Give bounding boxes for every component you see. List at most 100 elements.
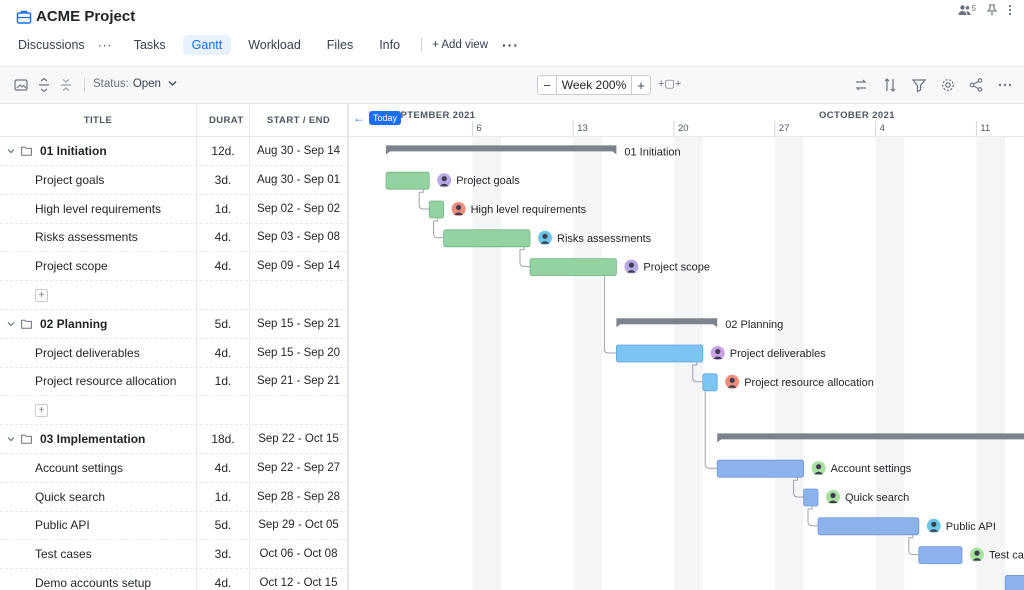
duration-cell[interactable]: 4d.	[197, 338, 250, 367]
tab-files[interactable]: Files	[326, 38, 354, 52]
gear-icon[interactable]	[940, 77, 956, 93]
chevron-down-icon[interactable]	[7, 147, 15, 155]
start-end-cell[interactable]: Sep 02 - Sep 02	[250, 194, 348, 223]
task-bar[interactable]	[817, 517, 920, 536]
task-bar[interactable]	[803, 488, 819, 507]
duration-cell[interactable]: 1d.	[197, 194, 250, 223]
add-task-row[interactable]: +	[0, 281, 348, 310]
task-title[interactable]: Public API	[35, 518, 90, 533]
start-end-cell[interactable]: Oct 12 - Oct 15	[250, 569, 348, 590]
pin-icon[interactable]	[986, 4, 998, 16]
task-bar[interactable]	[428, 200, 444, 219]
task-title[interactable]: Risks assessments	[35, 230, 138, 245]
duration-cell[interactable]: 1d.	[197, 367, 250, 396]
column-header-start-end[interactable]: START / END	[250, 104, 348, 137]
tab-info[interactable]: Info	[379, 38, 401, 52]
task-title[interactable]: High level requirements	[35, 201, 162, 216]
group-title[interactable]: 01 Initiation	[40, 144, 107, 158]
start-end-cell[interactable]	[250, 396, 348, 425]
chevron-down-icon[interactable]	[7, 320, 15, 328]
task-title[interactable]: Test cases	[35, 547, 92, 562]
duration-cell[interactable]: 18d.	[197, 425, 250, 453]
group-title[interactable]: 02 Planning	[40, 316, 108, 331]
filter-icon[interactable]	[911, 77, 927, 93]
task-title[interactable]: Quick search	[35, 489, 106, 504]
duration-cell[interactable]: 4d.	[197, 223, 250, 252]
add-view-button[interactable]: + Add view	[432, 39, 489, 51]
task-row[interactable]: Quick search 1d. Sep 28 - Sep 28	[0, 482, 348, 512]
task-bar[interactable]	[918, 546, 963, 565]
task-row[interactable]: Project scope 4d. Sep 09 - Sep 14	[0, 252, 348, 282]
column-header-duration[interactable]: DURAT	[197, 104, 250, 137]
zoom-in-button[interactable]: +	[637, 77, 645, 93]
tab-gantt[interactable]: Gantt	[182, 35, 232, 55]
duration-cell[interactable]: 3d.	[197, 540, 250, 569]
task-row[interactable]: Project deliverables 4d. Sep 15 - Sep 20	[0, 338, 348, 368]
task-bar[interactable]	[716, 459, 805, 478]
zoom-out-button[interactable]: −	[543, 77, 551, 93]
task-row[interactable]: Test cases 3d. Oct 06 - Oct 08	[0, 540, 348, 570]
group-row[interactable]: 02 Planning 5d. Sep 15 - Sep 21	[0, 309, 348, 339]
group-summary-bar[interactable]	[616, 318, 718, 328]
start-end-cell[interactable]: Aug 30 - Sep 01	[250, 165, 348, 194]
task-bar[interactable]	[702, 373, 718, 392]
column-header-title[interactable]: TITLE	[0, 104, 197, 137]
duration-cell[interactable]: 3d.	[197, 165, 250, 194]
duration-cell[interactable]: 1d.	[197, 482, 250, 511]
start-end-cell[interactable]: Sep 22 - Sep 27	[250, 453, 348, 482]
tab-workload[interactable]: Workload	[248, 38, 301, 52]
start-end-cell[interactable]: Sep 15 - Sep 21	[250, 309, 348, 338]
duration-cell[interactable]: 5d.	[197, 309, 250, 338]
start-end-cell[interactable]: Sep 28 - Sep 28	[250, 482, 348, 511]
duration-cell[interactable]	[197, 281, 250, 309]
duration-cell[interactable]: 5d.	[197, 511, 250, 540]
group-summary-bar[interactable]	[386, 145, 617, 155]
today-button[interactable]: ← Today	[353, 111, 402, 125]
start-end-cell[interactable]: Sep 22 - Oct 15	[250, 425, 348, 453]
members-button[interactable]: 5	[958, 4, 976, 16]
group-row[interactable]: 01 Initiation 12d. Aug 30 - Sep 14	[0, 137, 348, 166]
task-title[interactable]: Project goals	[35, 172, 105, 187]
task-row[interactable]: Project goals 3d. Aug 30 - Sep 01	[0, 165, 348, 195]
fit-to-screen-button[interactable]: +▢+	[658, 78, 682, 90]
task-row[interactable]: Public API 5d. Sep 29 - Oct 05	[0, 511, 348, 541]
zoom-level-selector[interactable]: Week 200%	[556, 76, 632, 94]
task-title[interactable]: Demo accounts setup	[35, 576, 152, 590]
duration-cell[interactable]: 12d.	[197, 137, 250, 165]
add-task-button[interactable]: +	[35, 403, 48, 417]
more-horizontal-icon[interactable]: ···	[502, 37, 520, 53]
duration-cell[interactable]: 4d.	[197, 569, 250, 590]
share-icon[interactable]	[968, 77, 984, 93]
task-bar[interactable]	[615, 344, 704, 363]
group-row[interactable]: 03 Implementation 18d. Sep 22 - Oct 15	[0, 425, 348, 454]
task-bar[interactable]	[385, 171, 430, 190]
task-title[interactable]: Project scope	[35, 259, 108, 274]
tab-discussions[interactable]: Discussions	[18, 38, 85, 52]
start-end-cell[interactable]	[250, 281, 348, 309]
discussions-more-icon[interactable]: ···	[97, 38, 113, 52]
expand-all-icon[interactable]	[36, 77, 52, 93]
status-filter[interactable]: Status: Open	[93, 78, 177, 90]
duration-cell[interactable]: 4d.	[197, 252, 250, 281]
task-row[interactable]: Account settings 4d. Sep 22 - Sep 27	[0, 453, 348, 483]
group-summary-bar[interactable]	[717, 433, 1024, 443]
duration-cell[interactable]: 4d.	[197, 453, 250, 482]
collapse-all-icon[interactable]	[58, 77, 74, 93]
task-bar[interactable]	[443, 229, 531, 248]
task-title[interactable]: Project resource allocation	[35, 374, 177, 389]
task-row[interactable]: High level requirements 1d. Sep 02 - Sep 0…	[0, 194, 348, 224]
duration-cell[interactable]	[197, 396, 250, 425]
start-end-cell[interactable]: Oct 06 - Oct 08	[250, 540, 348, 569]
task-bar[interactable]	[529, 258, 617, 277]
group-title[interactable]: 03 Implementation	[40, 432, 146, 446]
image-view-icon[interactable]	[13, 77, 29, 93]
task-row[interactable]: Demo accounts setup 4d. Oct 12 - Oct 15	[0, 569, 348, 590]
add-task-row[interactable]: +	[0, 396, 348, 426]
tab-tasks[interactable]: Tasks	[133, 38, 166, 52]
task-row[interactable]: Project resource allocation 1d. Sep 21 - S…	[0, 367, 348, 397]
more-vertical-icon[interactable]	[1008, 4, 1012, 16]
start-end-cell[interactable]: Sep 21 - Sep 21	[250, 367, 348, 396]
start-end-cell[interactable]: Aug 30 - Sep 14	[250, 137, 348, 165]
start-end-cell[interactable]: Sep 03 - Sep 08	[250, 223, 348, 252]
chevron-down-icon[interactable]	[7, 435, 15, 443]
